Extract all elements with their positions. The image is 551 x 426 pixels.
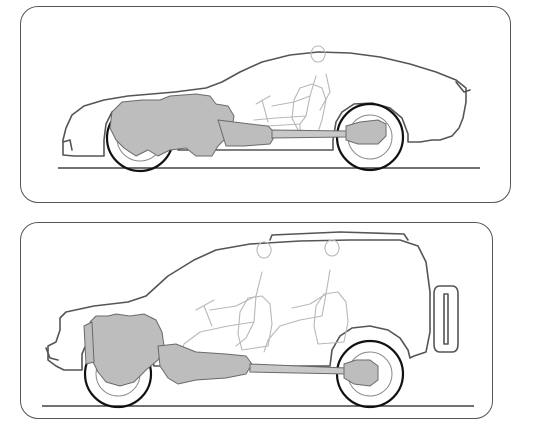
sports-car-steering bbox=[255, 95, 271, 123]
sports-car-driver bbox=[235, 45, 331, 137]
suv-engine bbox=[87, 313, 165, 387]
suv-front-bumper bbox=[45, 347, 59, 361]
suv-rear-differential bbox=[343, 359, 379, 387]
suv-icon bbox=[42, 231, 474, 409]
suv-radiator bbox=[83, 321, 95, 365]
sports-car-driveshaft bbox=[271, 129, 347, 139]
suv-spare-tire bbox=[433, 285, 459, 353]
suv-roof-rack bbox=[269, 231, 409, 241]
sports-car-panel bbox=[20, 6, 511, 203]
sports-car-gearbox bbox=[217, 119, 277, 147]
suv-driver bbox=[179, 241, 272, 357]
suv-rear-seat bbox=[313, 291, 349, 345]
sports-car-seat bbox=[291, 83, 327, 133]
sports-car-rear-differential bbox=[345, 119, 387, 145]
suv-driveshaft bbox=[249, 363, 347, 375]
sports-car-icon bbox=[58, 45, 480, 173]
suv-steering bbox=[195, 299, 215, 327]
front-bumper-detail bbox=[62, 139, 73, 151]
rear-spoiler bbox=[455, 81, 471, 93]
sports-car-engine bbox=[109, 93, 235, 157]
suv-passenger bbox=[263, 239, 340, 353]
suv-transmission bbox=[157, 343, 253, 385]
